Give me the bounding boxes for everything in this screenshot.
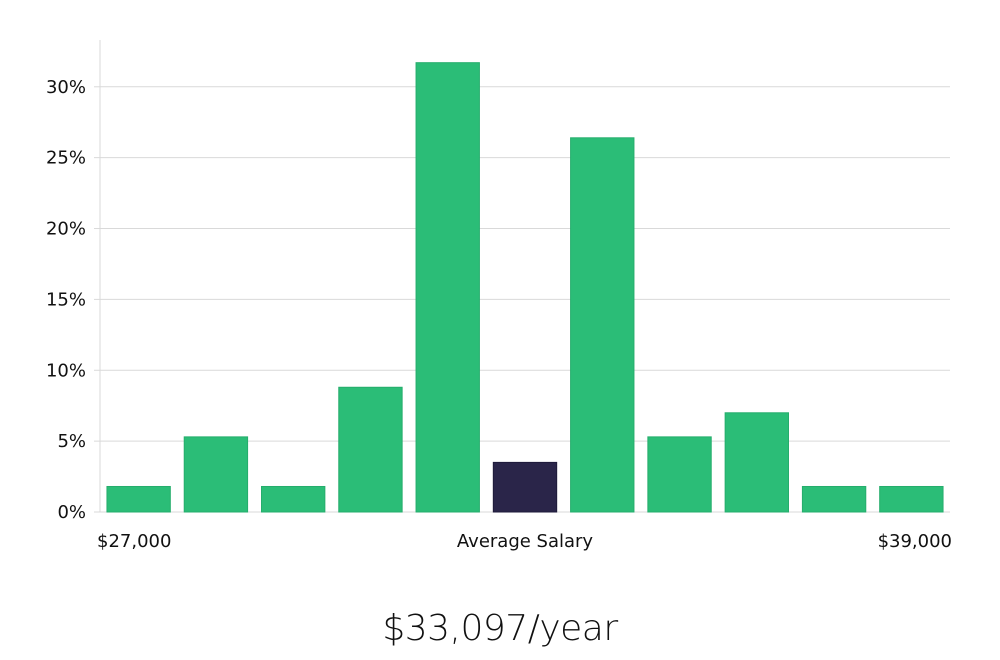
bar <box>647 436 712 513</box>
bar <box>183 436 249 513</box>
y-tick-label: 20% <box>46 219 86 240</box>
bar <box>570 137 635 513</box>
y-tick-label: 30% <box>46 77 86 98</box>
x-label-max: $39,000 <box>878 531 952 552</box>
bar <box>415 62 480 513</box>
y-tick-label: 25% <box>46 148 86 169</box>
bar <box>801 485 867 513</box>
bar <box>261 485 326 513</box>
y-tick-label: 0% <box>57 502 86 523</box>
x-label-center: Average Salary <box>457 531 594 552</box>
y-tick-label: 5% <box>57 431 86 452</box>
bar-average-salary <box>492 461 558 513</box>
average-salary-value: $33,097/year <box>382 608 618 649</box>
x-axis-labels: $27,000 Average Salary $39,000 <box>97 531 952 552</box>
bar <box>724 412 789 513</box>
bars <box>106 62 944 513</box>
x-label-min: $27,000 <box>97 531 171 552</box>
y-tick-label: 15% <box>46 289 86 310</box>
bar <box>879 485 944 513</box>
bar <box>106 485 171 513</box>
y-axis-ticks: 0% 5% 10% 15% 20% 25% 30% <box>46 77 86 523</box>
y-tick-label: 10% <box>46 360 86 381</box>
salary-histogram-chart: 0% 5% 10% 15% 20% 25% 30% $27,000 Average Sala… <box>46 40 952 552</box>
bar <box>338 386 403 513</box>
